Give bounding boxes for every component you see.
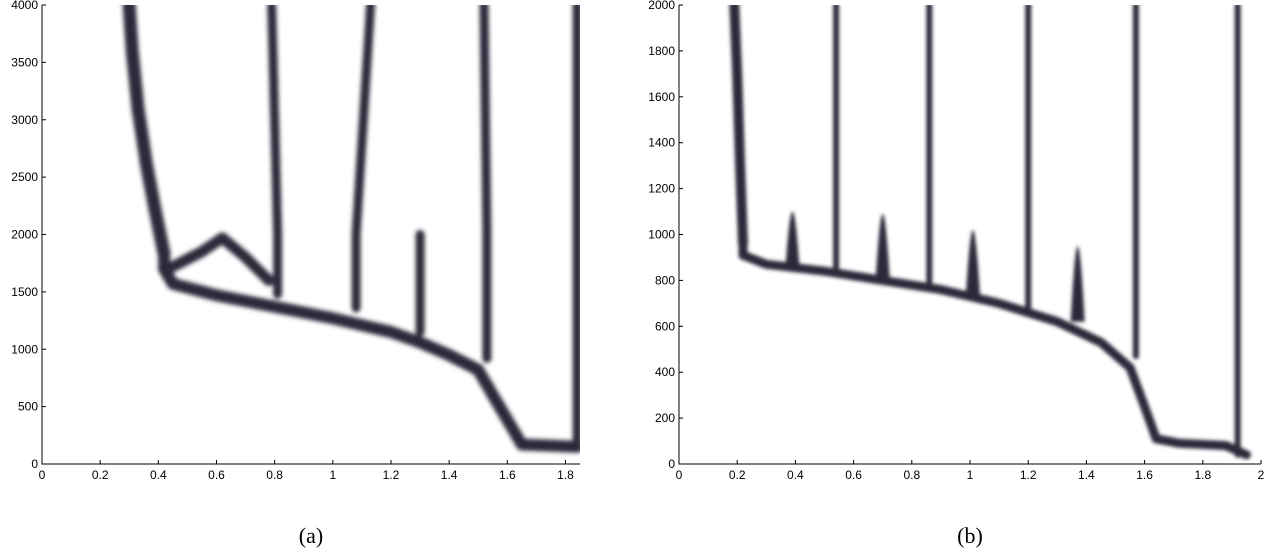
panel-a-y-tick-label: 1000: [11, 342, 38, 356]
panel-b-x-tick-label: 2: [1258, 468, 1265, 482]
panel-b-y-axis: 0 200 400 600 800 1000 1200 1400 1600 1800 2000: [648, 0, 683, 471]
panel-a-x-tick-label: 1.4: [441, 468, 458, 482]
panel-a: 0 0.2 0.4 0.6 0.8 1 1.2 1.4 1.6 1.8 0 500 1000 1500 2…: [11, 0, 580, 548]
panel-a-y-tick-label: 1500: [11, 285, 38, 299]
panel-b-x-tick-label: 1: [967, 468, 974, 482]
panel-a-x-tick-label: 0.8: [266, 468, 283, 482]
panel-b-bubble-band: [965, 229, 980, 295]
panel-b-y-tick-label: 1800: [648, 44, 675, 58]
panel-a-x-tick-label: 1.8: [557, 468, 574, 482]
panel-a-bands: [122, 5, 580, 453]
panel-a-branch-band: [479, 5, 492, 363]
panel-b-x-tick-label: 1.2: [1020, 468, 1037, 482]
panel-b-y-tick-label: 1200: [648, 182, 675, 196]
panel-a-upper-band: [122, 5, 171, 261]
panel-a-caption: (a): [299, 523, 323, 548]
panel-b-x-tick-label: 1.8: [1194, 468, 1211, 482]
panel-b-y-tick-label: 1400: [648, 136, 675, 150]
panel-b-x-tick-label: 0.8: [903, 468, 920, 482]
panel-a-x-tick-label: 0.6: [208, 468, 225, 482]
panel-a-x-tick-label: 0.4: [150, 468, 167, 482]
panel-b-y-tick-label: 200: [655, 411, 675, 425]
panel-a-x-tick-label: 0: [39, 468, 46, 482]
panel-a-main-band: [158, 248, 580, 453]
panel-b-y-tick-label: 1600: [648, 90, 675, 104]
panel-a-x-axis: 0 0.2 0.4 0.6 0.8 1 1.2 1.4 1.6 1.8: [39, 460, 574, 482]
panel-b: 0 0.2 0.4 0.6 0.8 1 1.2 1.4 1.6 1.8 2 0 200 400 600 80…: [648, 0, 1264, 548]
panel-b-bubble-band: [875, 213, 890, 279]
panel-b-x-tick-label: 0.2: [729, 468, 746, 482]
panel-b-plot-area: [679, 5, 1261, 464]
panel-b-x-tick-label: 0.4: [787, 468, 804, 482]
panel-b-y-tick-label: 1000: [648, 228, 675, 242]
panel-b-x-tick-label: 1.6: [1136, 468, 1153, 482]
panel-a-y-axis: 0 500 1000 1500 2000 2500 3000 3500 4000: [11, 0, 46, 471]
panel-a-y-tick-label: 2000: [11, 228, 38, 242]
panel-a-y-tick-label: 0: [31, 457, 38, 471]
panel-a-x-tick-label: 1.6: [499, 468, 516, 482]
panel-a-y-tick-label: 3000: [11, 113, 38, 127]
panel-b-bands: [729, 5, 1251, 460]
panel-a-x-tick-label: 0.2: [92, 468, 109, 482]
panel-b-caption: (b): [957, 523, 983, 548]
panel-b-y-tick-label: 600: [655, 319, 675, 333]
panel-b-y-tick-label: 2000: [648, 0, 675, 12]
panel-a-branch-band: [267, 5, 283, 299]
panel-b-bubble-band: [785, 211, 800, 267]
panel-b-y-tick-label: 0: [668, 457, 675, 471]
panel-a-y-tick-label: 500: [18, 400, 38, 414]
panel-a-y-tick-label: 4000: [11, 0, 38, 12]
panel-b-x-tick-label: 0.6: [845, 468, 862, 482]
panel-b-y-tick-label: 400: [655, 365, 675, 379]
panel-a-fork-band: [167, 232, 275, 286]
panel-a-y-tick-label: 2500: [11, 170, 38, 184]
panel-b-x-tick-label: 0: [676, 468, 683, 482]
panel-b-upper-band: [729, 5, 748, 249]
panel-a-x-tick-label: 1.2: [383, 468, 400, 482]
panel-a-x-tick-label: 1: [329, 468, 336, 482]
panel-a-y-tick-label: 3500: [11, 55, 38, 69]
panel-b-bubble-band: [1070, 245, 1085, 322]
panel-b-x-tick-label: 1.4: [1078, 468, 1095, 482]
panel-b-y-tick-label: 800: [655, 273, 675, 287]
panel-b-x-axis: 0 0.2 0.4 0.6 0.8 1 1.2 1.4 1.6 1.8 2: [676, 460, 1265, 482]
panel-a-branch-band: [351, 5, 376, 313]
